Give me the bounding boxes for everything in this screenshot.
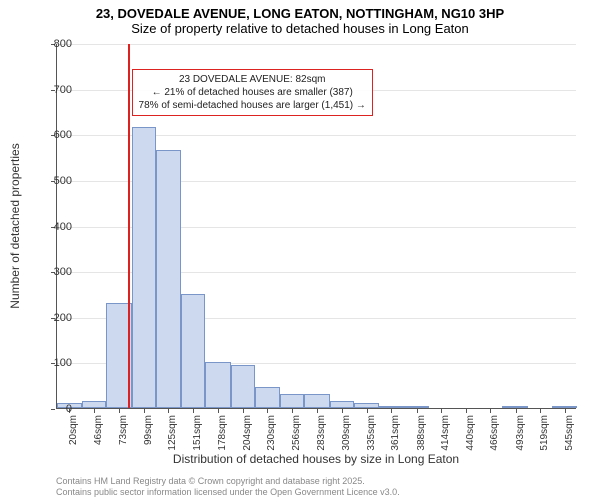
x-tick (94, 409, 95, 413)
x-tick (466, 409, 467, 413)
x-tick (267, 409, 268, 413)
histogram-bar (205, 362, 230, 408)
x-tick (218, 409, 219, 413)
x-tick-label: 466sqm (489, 415, 500, 455)
title-subtitle: Size of property relative to detached ho… (0, 21, 600, 38)
histogram-bar (403, 406, 428, 408)
y-tick-label: 300 (32, 266, 72, 278)
property-marker-line (128, 44, 130, 408)
info-line3: 78% of semi-detached houses are larger (… (139, 99, 366, 112)
x-axis-label: Distribution of detached houses by size … (56, 452, 576, 466)
plot-area: 23 DOVEDALE AVENUE: 82sqm← 21% of detach… (56, 44, 576, 409)
histogram-bar (552, 406, 577, 408)
x-tick-label: 256sqm (291, 415, 302, 455)
x-tick-label: 545sqm (564, 415, 575, 455)
y-tick-label: 400 (32, 221, 72, 233)
x-tick-label: 178sqm (217, 415, 228, 455)
x-tick (144, 409, 145, 413)
histogram-bar (181, 294, 206, 408)
histogram-bar (379, 406, 404, 408)
gridline (57, 44, 576, 45)
x-tick-label: 125sqm (167, 415, 178, 455)
x-tick (367, 409, 368, 413)
title-address: 23, DOVEDALE AVENUE, LONG EATON, NOTTING… (0, 0, 600, 21)
x-tick (490, 409, 491, 413)
x-tick-label: 414sqm (440, 415, 451, 455)
x-tick-label: 99sqm (143, 415, 154, 455)
histogram-bar (255, 387, 280, 408)
x-tick-label: 440sqm (465, 415, 476, 455)
chart-container: 23, DOVEDALE AVENUE, LONG EATON, NOTTING… (0, 0, 600, 500)
x-tick-label: 361sqm (390, 415, 401, 455)
histogram-bar (502, 406, 527, 408)
y-tick-label: 800 (32, 38, 72, 50)
y-tick-label: 0 (32, 403, 72, 415)
x-tick-label: 46sqm (93, 415, 104, 455)
x-tick (565, 409, 566, 413)
info-box: 23 DOVEDALE AVENUE: 82sqm← 21% of detach… (132, 69, 373, 116)
x-tick (292, 409, 293, 413)
x-tick-label: 204sqm (242, 415, 253, 455)
x-tick (540, 409, 541, 413)
x-tick (168, 409, 169, 413)
y-axis-label: Number of detached properties (8, 143, 22, 308)
x-tick (342, 409, 343, 413)
x-tick-label: 519sqm (539, 415, 550, 455)
histogram-bar (330, 401, 355, 408)
histogram-bar (280, 394, 305, 408)
x-tick (119, 409, 120, 413)
y-tick-label: 600 (32, 129, 72, 141)
footer-line1: Contains HM Land Registry data © Crown c… (56, 476, 400, 487)
y-tick-label: 500 (32, 175, 72, 187)
histogram-bar (132, 127, 157, 408)
footer-line2: Contains public sector information licen… (56, 487, 400, 498)
info-line2: ← 21% of detached houses are smaller (38… (139, 86, 366, 99)
x-tick-label: 309sqm (341, 415, 352, 455)
histogram-bar (156, 150, 181, 408)
x-tick (193, 409, 194, 413)
x-tick (441, 409, 442, 413)
y-tick-label: 200 (32, 312, 72, 324)
x-tick-label: 20sqm (68, 415, 79, 455)
x-tick-label: 283sqm (316, 415, 327, 455)
info-line1: 23 DOVEDALE AVENUE: 82sqm (139, 73, 366, 86)
footer-attribution: Contains HM Land Registry data © Crown c… (56, 476, 400, 498)
x-tick (317, 409, 318, 413)
histogram-bar (354, 403, 379, 408)
x-tick (391, 409, 392, 413)
y-tick-label: 700 (32, 84, 72, 96)
x-tick-label: 493sqm (515, 415, 526, 455)
x-tick-label: 335sqm (366, 415, 377, 455)
x-tick-label: 388sqm (416, 415, 427, 455)
x-tick-label: 151sqm (192, 415, 203, 455)
y-tick-label: 100 (32, 357, 72, 369)
x-tick-label: 230sqm (266, 415, 277, 455)
histogram-bar (304, 394, 329, 408)
x-tick (516, 409, 517, 413)
x-tick-label: 73sqm (118, 415, 129, 455)
histogram-bar (82, 401, 107, 408)
x-tick (243, 409, 244, 413)
histogram-bar (231, 365, 256, 408)
x-tick (417, 409, 418, 413)
